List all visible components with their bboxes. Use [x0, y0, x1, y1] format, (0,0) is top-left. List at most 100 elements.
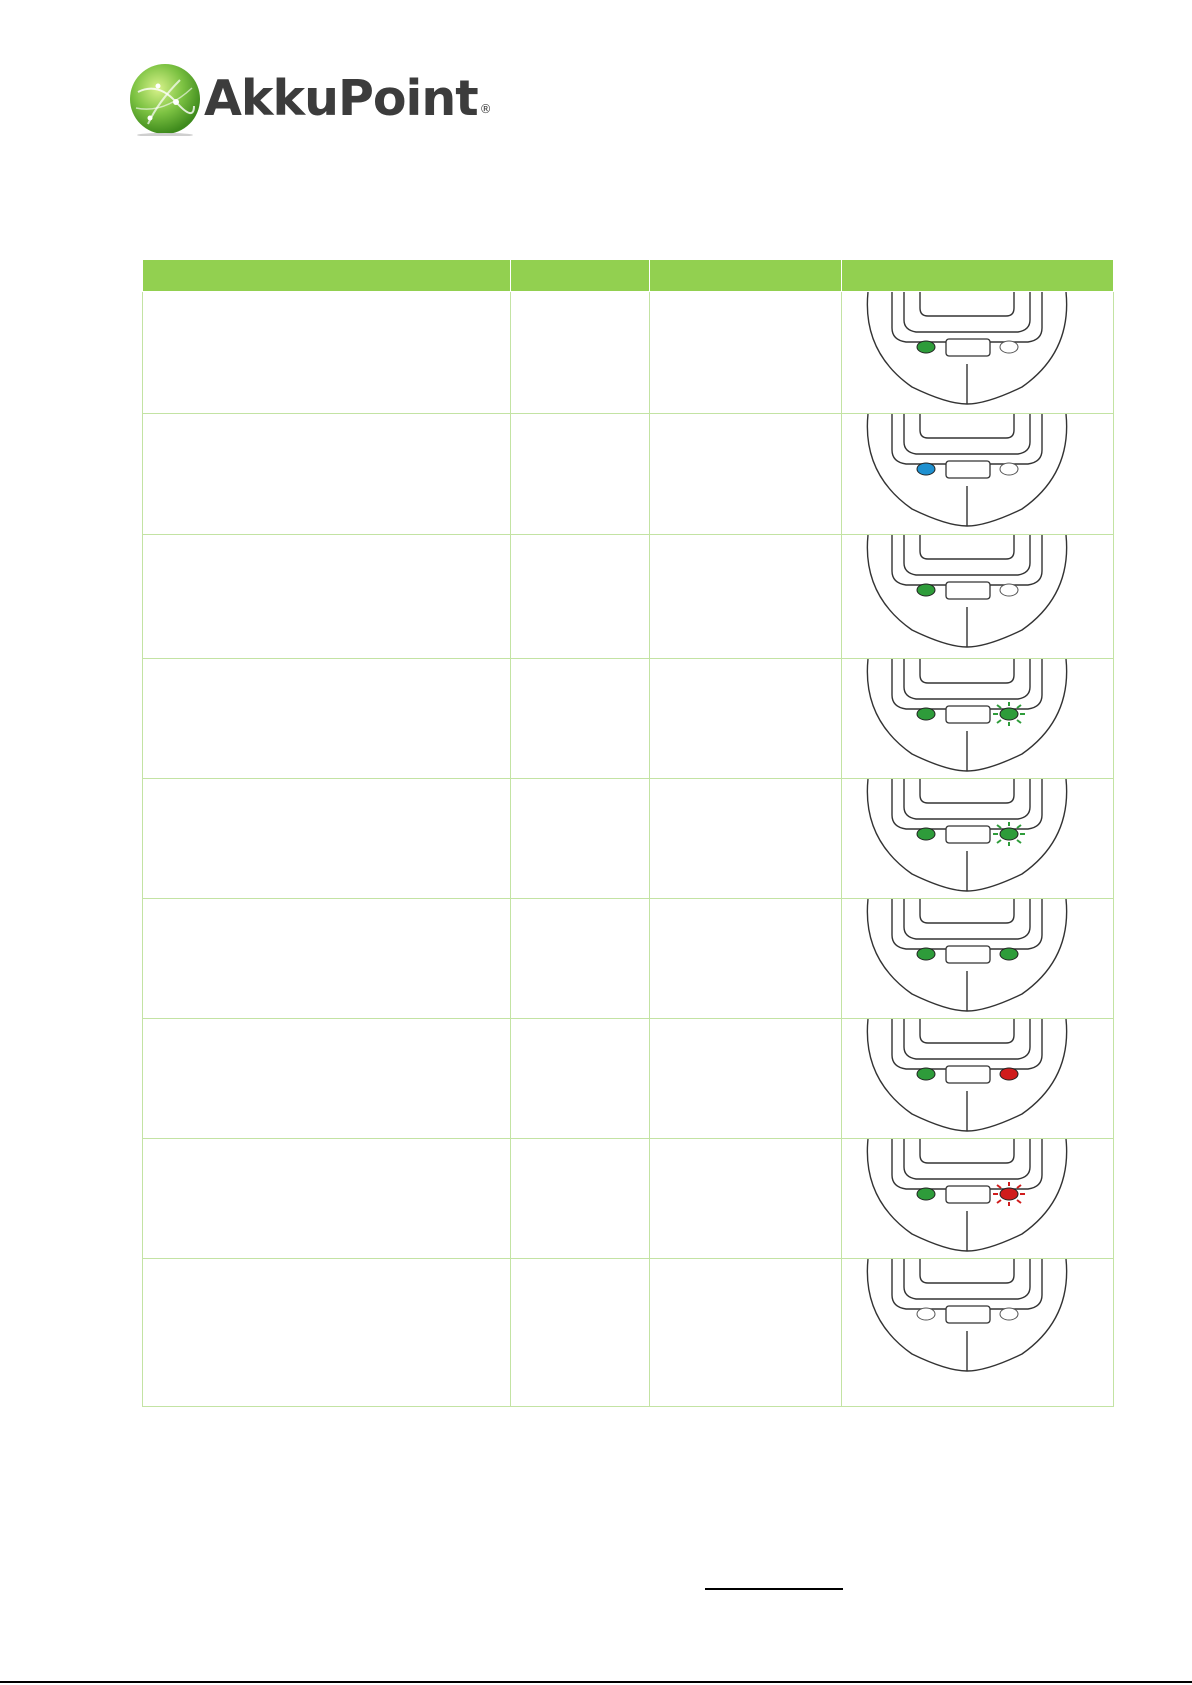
display-frame-outer — [891, 1139, 1043, 1190]
status-cell — [142, 291, 511, 414]
table-row — [142, 1138, 1114, 1259]
display-frame-outer — [891, 535, 1043, 586]
table-row — [142, 1258, 1114, 1407]
led-image-cell — [841, 658, 1114, 779]
status-cell — [510, 1018, 650, 1139]
button-rect — [945, 1305, 991, 1324]
led-indicator — [916, 827, 936, 841]
display-frame-inner — [903, 779, 1031, 820]
led-indicator — [916, 1067, 936, 1081]
display-frame-outer — [891, 659, 1043, 710]
table-row — [142, 658, 1114, 779]
status-cell — [142, 413, 511, 535]
status-cell — [649, 413, 842, 535]
display-window — [919, 535, 1015, 560]
status-cell — [649, 1138, 842, 1259]
display-frame-outer — [891, 779, 1043, 830]
led-indicator — [999, 1307, 1019, 1321]
table-row — [142, 534, 1114, 659]
status-cell — [142, 534, 511, 659]
display-window — [919, 659, 1015, 684]
charger-led-illustration — [866, 779, 1068, 892]
button-rect — [945, 825, 991, 844]
display-window — [919, 779, 1015, 804]
led-indicator — [916, 947, 936, 961]
table-header-row — [142, 259, 1114, 292]
display-frame-inner — [903, 1019, 1031, 1060]
display-window — [919, 1139, 1015, 1164]
display-frame-inner — [903, 659, 1031, 700]
header-cell — [841, 259, 1114, 292]
led-image-cell — [841, 1138, 1114, 1259]
status-cell — [649, 658, 842, 779]
status-cell — [510, 898, 650, 1019]
page-bottom-rule — [0, 1681, 1192, 1683]
status-cell — [510, 1258, 650, 1407]
button-rect — [945, 705, 991, 724]
charger-led-illustration — [866, 292, 1068, 405]
table-row — [142, 413, 1114, 535]
status-cell — [142, 1258, 511, 1407]
led-indicator — [999, 947, 1019, 961]
led-indicator — [999, 1187, 1019, 1201]
status-cell — [142, 1138, 511, 1259]
led-image-cell — [841, 1018, 1114, 1139]
led-indicator — [916, 583, 936, 597]
display-window — [919, 414, 1015, 439]
led-indicator — [916, 1187, 936, 1201]
display-frame-inner — [903, 414, 1031, 455]
charger-led-illustration — [866, 535, 1068, 648]
blink-ray — [996, 1184, 1002, 1189]
header-cell — [142, 259, 511, 292]
led-indicator — [999, 827, 1019, 841]
status-cell — [142, 898, 511, 1019]
led-indicator — [999, 462, 1019, 476]
display-frame-inner — [903, 1259, 1031, 1300]
display-frame-inner — [903, 292, 1031, 333]
led-indicator — [999, 340, 1019, 354]
blink-ray — [996, 824, 1002, 829]
led-image-cell — [841, 534, 1114, 659]
button-rect — [945, 1185, 991, 1204]
blink-ray — [996, 719, 1002, 724]
display-frame-inner — [903, 535, 1031, 576]
display-window — [919, 899, 1015, 924]
led-indicator — [916, 340, 936, 354]
status-cell — [649, 291, 842, 414]
led-indicator — [999, 1067, 1019, 1081]
logo-wordmark: AkkuPoint ® — [204, 70, 492, 127]
display-window — [919, 1019, 1015, 1044]
led-image-cell — [841, 1258, 1114, 1407]
charger-led-illustration — [866, 1259, 1068, 1372]
button-rect — [945, 338, 991, 357]
status-cell — [142, 778, 511, 899]
led-status-table — [142, 259, 1114, 1407]
button-rect — [945, 945, 991, 964]
blink-ray — [996, 839, 1002, 844]
status-cell — [510, 291, 650, 414]
button-rect — [945, 581, 991, 600]
led-indicator — [999, 707, 1019, 721]
status-cell — [649, 1018, 842, 1139]
status-cell — [649, 534, 842, 659]
display-window — [919, 292, 1015, 317]
display-window — [919, 1259, 1015, 1284]
display-frame-inner — [903, 1139, 1031, 1180]
status-cell — [649, 1258, 842, 1407]
charger-led-illustration — [866, 414, 1068, 527]
header-cell — [649, 259, 842, 292]
blink-ray — [1016, 824, 1022, 829]
display-frame-outer — [891, 1259, 1043, 1310]
charger-led-illustration — [866, 659, 1068, 772]
led-indicator — [916, 462, 936, 476]
led-indicator — [999, 583, 1019, 597]
akkupoint-logo: AkkuPoint ® — [128, 62, 558, 142]
status-cell — [649, 898, 842, 1019]
led-image-cell — [841, 413, 1114, 535]
blink-ray — [1016, 704, 1022, 709]
display-frame-outer — [891, 1019, 1043, 1070]
globe-icon — [130, 64, 200, 136]
button-rect — [945, 460, 991, 479]
table-row — [142, 778, 1114, 899]
status-cell — [510, 1138, 650, 1259]
